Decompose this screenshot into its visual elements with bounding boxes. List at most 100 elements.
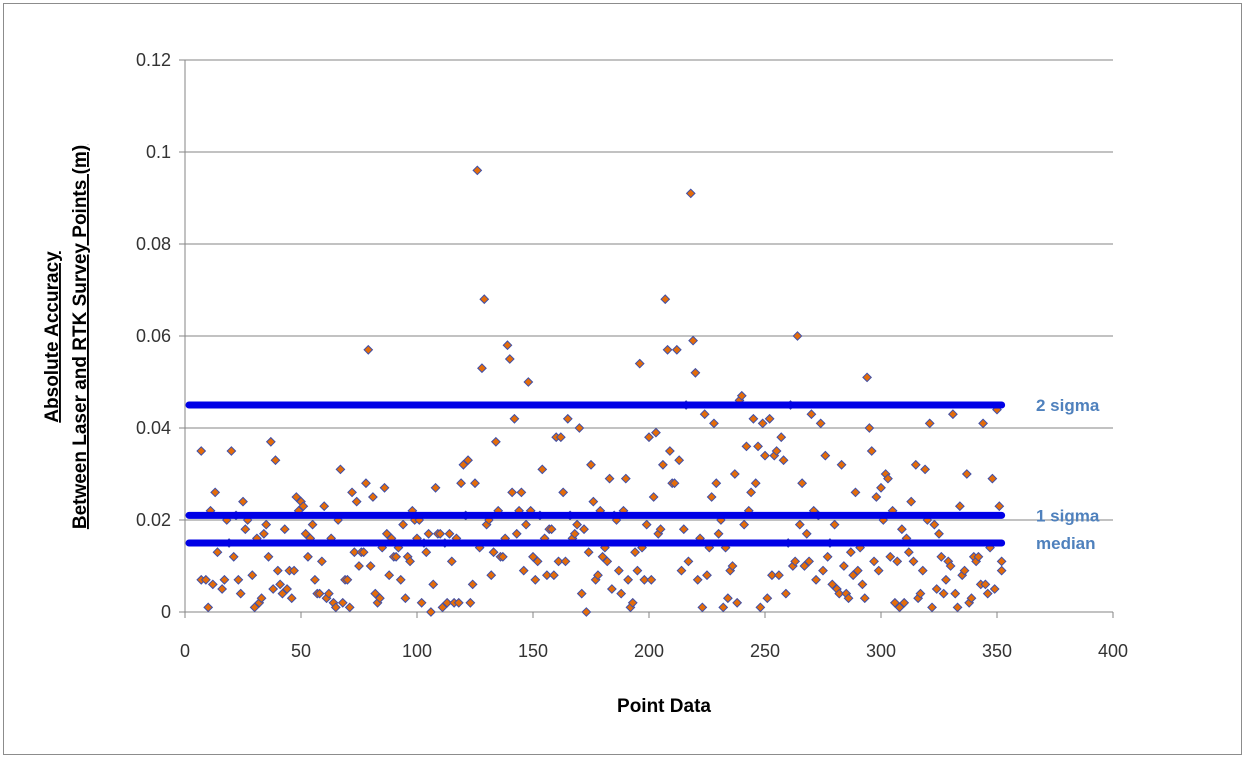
data-point (927, 602, 937, 613)
data-point (437, 602, 448, 613)
data-point (490, 436, 501, 447)
chart-frame (3, 3, 1242, 755)
data-point (674, 455, 685, 466)
data-point (426, 607, 436, 617)
data-point (688, 335, 698, 346)
axes (179, 59, 1114, 618)
data-point (822, 551, 833, 562)
data-point (583, 547, 594, 558)
data-point (477, 363, 487, 374)
data-point (945, 561, 956, 571)
data-point (488, 547, 499, 558)
data-point (265, 436, 276, 447)
data-point (790, 556, 801, 567)
data-point (207, 579, 218, 590)
data-point (894, 602, 905, 613)
data-point (463, 455, 473, 466)
data-point (959, 565, 970, 576)
data-point (330, 602, 341, 613)
data-point (994, 501, 1005, 512)
data-point (890, 597, 900, 608)
x-tick-label: 200 (634, 641, 664, 661)
data-point (261, 519, 272, 530)
data-point (344, 602, 355, 613)
data-point (639, 574, 650, 585)
data-point (365, 561, 376, 571)
data-point (472, 165, 483, 176)
data-point (381, 528, 392, 539)
data-point (518, 565, 529, 576)
data-point (263, 551, 274, 562)
data-point (593, 570, 603, 581)
x-tick-label: 50 (291, 641, 311, 661)
y-tick-labels: 0 0.02 0.04 0.06 0.08 0.1 0.12 (136, 50, 171, 622)
data-point (692, 574, 703, 585)
y-tick-label: 0.08 (136, 234, 171, 254)
data-point (848, 570, 859, 581)
data-point (903, 547, 914, 558)
data-point (602, 556, 613, 567)
data-point (702, 570, 712, 581)
data-point (291, 492, 302, 502)
data-point (588, 496, 599, 507)
data-point (764, 413, 775, 424)
data-point (212, 547, 223, 558)
data-point (546, 524, 557, 535)
data-point (604, 473, 615, 484)
data-point (630, 547, 640, 558)
data-point (226, 446, 237, 456)
data-point (586, 459, 596, 470)
data-point (746, 487, 756, 498)
data-point (896, 524, 907, 535)
data-point (358, 547, 369, 558)
data-point (658, 459, 668, 470)
data-point (558, 487, 569, 498)
data-point (697, 602, 708, 613)
data-point (555, 432, 566, 443)
data-point (238, 496, 248, 507)
data-point (713, 528, 724, 539)
data-point (453, 597, 464, 608)
data-point (542, 570, 552, 581)
data-point (240, 524, 251, 535)
data-point (662, 344, 673, 355)
data-point (421, 547, 432, 558)
data-point (834, 588, 845, 599)
data-point (228, 551, 239, 562)
data-point (275, 579, 286, 590)
data-point (277, 588, 288, 599)
data-point (620, 473, 631, 484)
data-point (497, 551, 508, 562)
y-axis-title-line1: Absolute Accuracy (42, 251, 63, 423)
data-points (196, 165, 1007, 617)
data-point (915, 588, 926, 599)
data-point (644, 432, 654, 443)
data-point (354, 561, 364, 571)
data-point (279, 524, 290, 535)
data-point (869, 556, 879, 567)
data-point (929, 519, 940, 530)
data-point (722, 593, 733, 604)
data-point (530, 574, 541, 585)
data-point (537, 464, 548, 475)
data-point (465, 597, 476, 608)
data-point (398, 519, 408, 530)
y-tick-label: 0.1 (146, 142, 171, 162)
x-tick-labels: 0 50 100 150 200 250 300 350 400 (180, 641, 1128, 661)
data-point (342, 574, 353, 585)
data-point (314, 588, 325, 599)
data-point (391, 551, 402, 562)
data-point (435, 528, 446, 539)
data-point (249, 602, 260, 613)
y-tick-label: 0.12 (136, 50, 171, 70)
y-tick-label: 0 (161, 602, 171, 622)
data-point (581, 607, 592, 617)
data-point (899, 597, 910, 608)
data-point (924, 418, 935, 429)
data-point (379, 482, 390, 493)
data-point (523, 377, 534, 387)
data-point (908, 556, 919, 567)
data-point (361, 478, 371, 489)
data-point (948, 409, 958, 420)
